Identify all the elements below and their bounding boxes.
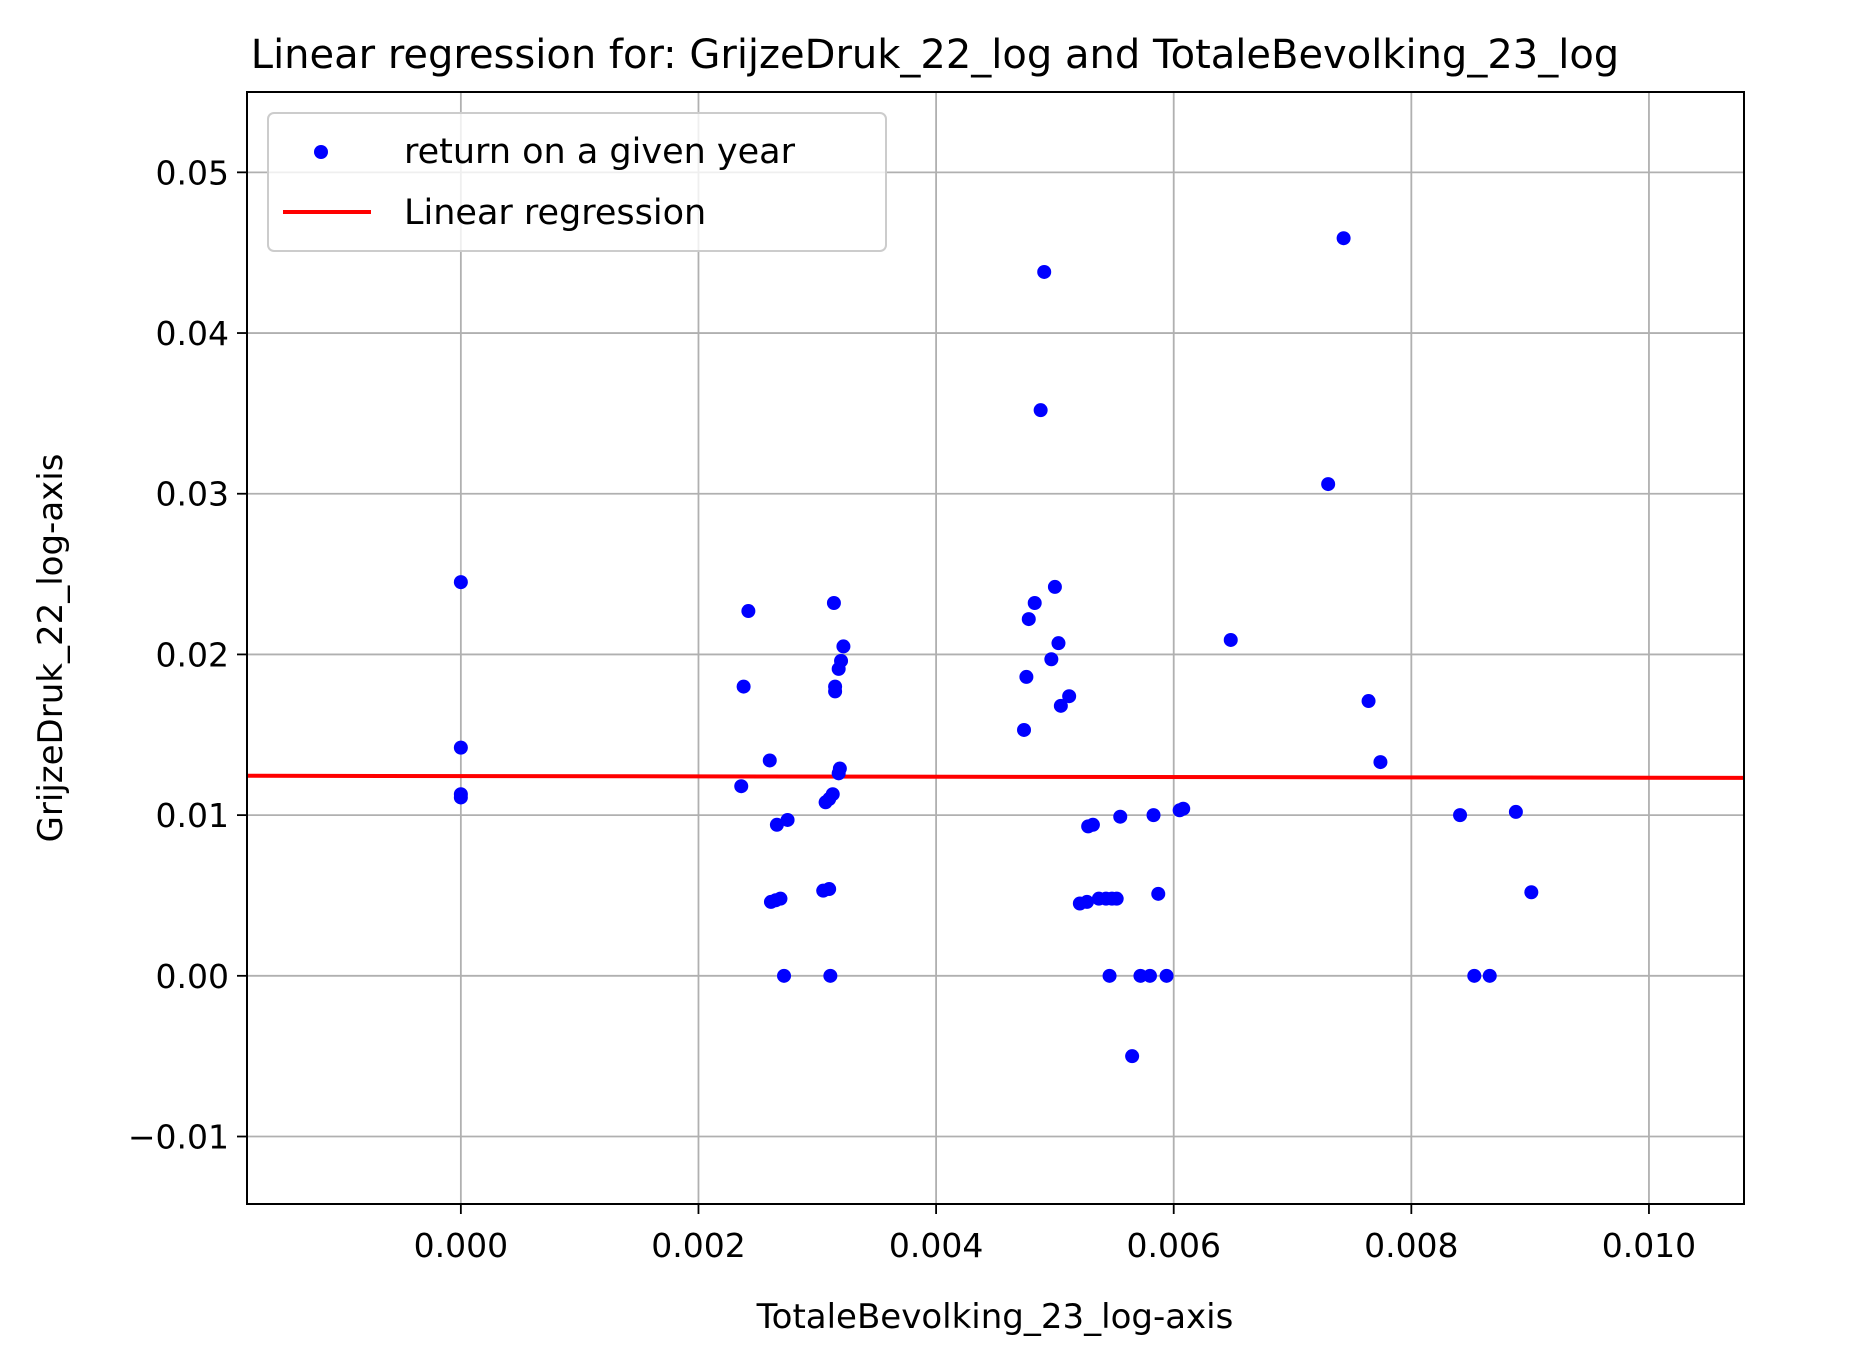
scatter-point <box>1125 1049 1140 1064</box>
scatter-point <box>1113 809 1128 824</box>
scatter-point <box>1159 968 1174 983</box>
scatter-point <box>1508 804 1523 819</box>
scatter-point <box>836 639 851 654</box>
legend-label-line: Linear regression <box>404 193 706 233</box>
scatter-point <box>818 795 833 810</box>
scatter-point <box>1102 968 1117 983</box>
x-tick-label: 0.008 <box>1364 1226 1458 1265</box>
x-tick-label: 0.006 <box>1126 1226 1220 1265</box>
scatter-point <box>826 596 841 611</box>
scatter-point <box>1361 694 1376 709</box>
y-tick-label: −0.01 <box>128 1118 229 1157</box>
x-tick-label: 0.002 <box>651 1226 745 1265</box>
scatter-point <box>1151 886 1166 901</box>
scatter-point <box>734 779 749 794</box>
scatter-point <box>1467 968 1482 983</box>
x-axis-label: TotaleBevolking_23_log-axis <box>756 1297 1234 1337</box>
plot-frame <box>246 91 1745 1205</box>
scatter-point <box>1085 817 1100 832</box>
scatter-point <box>1373 755 1388 770</box>
y-tick-label: 0.01 <box>156 796 229 835</box>
scatter-point <box>1079 894 1094 909</box>
legend-scatter-marker <box>314 145 328 159</box>
scatter-point <box>1453 808 1468 823</box>
y-axis-label: GrijzeDruk_22_log-axis <box>31 454 71 843</box>
scatter-point <box>1017 722 1032 737</box>
regression-layer <box>246 773 1745 780</box>
scatter-point <box>736 679 751 694</box>
x-axis-ticks: 0.000 0.002 0.004 0.006 0.008 0.010 <box>414 1204 1696 1265</box>
scatter-point <box>1047 579 1062 594</box>
y-tick-label: 0.00 <box>156 957 229 996</box>
scatter-point <box>1109 891 1124 906</box>
scatter-point <box>1027 596 1042 611</box>
legend: return on a given year Linear regression <box>267 112 887 252</box>
y-tick-label: 0.04 <box>156 314 229 353</box>
scatter-point <box>1044 652 1059 667</box>
scatter-point <box>453 575 468 590</box>
y-tick-label: 0.02 <box>156 635 229 674</box>
x-tick-label: 0.010 <box>1602 1226 1696 1265</box>
scatter-points <box>453 231 1539 1064</box>
scatter-point <box>1033 403 1048 418</box>
scatter-point <box>777 968 792 983</box>
scatter-point <box>1321 477 1336 492</box>
scatter-point <box>1037 264 1052 279</box>
legend-label-scatter: return on a given year <box>404 132 796 172</box>
y-tick-label: 0.03 <box>156 475 229 514</box>
x-tick-label: 0.004 <box>889 1226 983 1265</box>
y-axis-ticks: −0.01 0.00 0.01 0.02 0.03 0.04 0.05 <box>128 153 247 1157</box>
scatter-point <box>822 882 837 897</box>
scatter-point <box>831 661 846 676</box>
regression-line <box>246 773 1745 780</box>
x-tick-label: 0.000 <box>414 1226 508 1265</box>
scatter-point <box>1021 612 1036 627</box>
grid <box>247 92 1744 1204</box>
y-tick-label: 0.05 <box>156 153 229 192</box>
legend-box <box>267 112 887 252</box>
scatter-point <box>762 753 777 768</box>
scatter-point <box>1146 808 1161 823</box>
scatter-point <box>769 817 784 832</box>
scatter-point <box>1062 689 1077 704</box>
scatter-point <box>1176 801 1191 816</box>
scatter-point <box>1336 231 1351 246</box>
scatter-point <box>831 766 846 781</box>
scatter-point <box>1223 632 1238 647</box>
scatter-point <box>780 812 795 827</box>
scatter-point <box>1053 698 1068 713</box>
scatter-point <box>1019 669 1034 684</box>
scatter-point <box>1051 636 1066 651</box>
scatter-point <box>453 740 468 755</box>
scatter-point <box>773 891 788 906</box>
scatter-point <box>1482 968 1497 983</box>
scatter-point <box>1524 885 1539 900</box>
chart-title: Linear regression for: GrijzeDruk_22_log… <box>251 32 1619 78</box>
scatter-point <box>1142 968 1157 983</box>
scatter-point <box>823 968 838 983</box>
scatter-point <box>453 790 468 805</box>
scatter-point <box>741 604 756 619</box>
scatter-point <box>828 684 843 699</box>
